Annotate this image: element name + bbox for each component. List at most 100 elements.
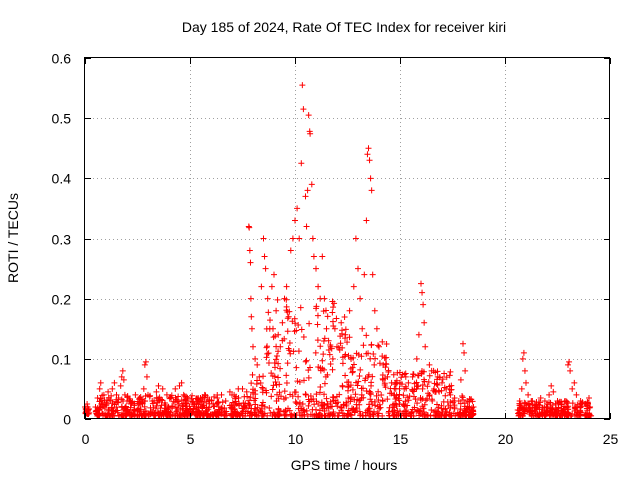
data-point: [543, 406, 550, 413]
data-point: [418, 370, 425, 377]
chart-title: Day 185 of 2024, Rate Of TEC Index for r…: [182, 19, 506, 35]
data-point: [321, 401, 328, 408]
data-point: [413, 379, 420, 386]
data-point: [327, 343, 334, 350]
data-point: [334, 343, 340, 350]
data-point: [536, 406, 543, 413]
data-point: [315, 363, 322, 370]
data-point: [467, 411, 474, 418]
data-point: [353, 350, 360, 357]
data-point: [426, 361, 433, 368]
data-point: [267, 409, 274, 416]
data-point: [358, 391, 365, 398]
data-point: [443, 374, 450, 381]
data-point: [284, 308, 291, 315]
data-point: [565, 361, 571, 368]
data-point: [138, 412, 145, 419]
data-point: [377, 404, 384, 411]
data-point: [104, 411, 111, 418]
data-point: [109, 412, 116, 419]
data-point: [431, 380, 438, 387]
data-point: [376, 401, 383, 408]
data-point: [334, 403, 341, 410]
data-point: [310, 253, 317, 260]
data-point: [342, 372, 349, 379]
data-point: [521, 367, 528, 374]
data-point: [193, 395, 200, 402]
data-point: [114, 409, 121, 416]
data-point: [537, 394, 544, 401]
data-point: [357, 366, 364, 373]
data-point: [215, 399, 222, 406]
data-point: [329, 309, 336, 316]
data-point: [390, 391, 397, 398]
data-point: [548, 382, 555, 389]
data-point: [295, 348, 302, 355]
data-point: [274, 391, 281, 398]
data-point: [398, 374, 405, 381]
data-point: [433, 408, 440, 415]
x-tick-labels: 0 5 10 15 20 25: [82, 431, 619, 447]
data-point: [319, 405, 326, 412]
data-point: [93, 407, 100, 414]
data-point: [419, 368, 426, 375]
data-point: [350, 361, 357, 368]
data-point: [346, 334, 353, 341]
data-point: [223, 412, 230, 419]
x-tick-label: 15: [393, 431, 409, 447]
axis-ticks: [85, 58, 611, 420]
data-point: [200, 409, 207, 416]
data-point: [291, 389, 298, 396]
data-point: [274, 296, 281, 303]
data-point: [313, 391, 320, 398]
data-point: [248, 380, 255, 387]
data-point: [366, 390, 373, 397]
data-point: [434, 373, 441, 380]
data-point: [314, 321, 321, 328]
data-point: [462, 367, 469, 374]
data-point: [542, 410, 549, 417]
data-point: [384, 373, 391, 380]
data-point: [376, 405, 383, 412]
data-point: [161, 401, 168, 408]
data-point: [297, 304, 304, 311]
data-point: [96, 406, 103, 413]
data-point: [367, 175, 374, 182]
data-point: [346, 307, 353, 314]
data-point: [211, 393, 218, 400]
data-point: [275, 331, 282, 338]
data-point: [163, 391, 170, 398]
data-point: [400, 392, 407, 399]
data-point: [121, 391, 128, 398]
data-point: [376, 343, 382, 350]
y-tick-label: 0: [63, 412, 71, 428]
data-point: [329, 394, 336, 401]
data-point: [101, 404, 108, 411]
data-point: [134, 408, 141, 415]
data-point: [275, 348, 282, 355]
data-point: [290, 348, 297, 355]
data-point: [566, 358, 573, 365]
data-point: [419, 382, 426, 389]
data-point: [304, 187, 311, 194]
data-point: [232, 409, 239, 416]
data-point: [232, 398, 239, 405]
x-tick-label: 20: [498, 431, 514, 447]
y-tick-labels: 0 0.1 0.2 0.3 0.4 0.5 0.6: [52, 51, 72, 428]
data-point: [283, 411, 290, 418]
data-point: [424, 383, 431, 390]
data-point: [315, 412, 322, 419]
data-point: [178, 379, 185, 386]
data-point: [446, 372, 453, 379]
data-point: [345, 378, 352, 385]
data-point: [374, 410, 381, 417]
data-point: [303, 357, 310, 364]
data-point: [345, 384, 352, 391]
data-point: [353, 401, 360, 408]
data-point: [276, 381, 283, 388]
data-point: [317, 343, 324, 350]
data-point: [404, 394, 411, 401]
data-point: [379, 353, 386, 360]
data-point: [203, 404, 210, 411]
